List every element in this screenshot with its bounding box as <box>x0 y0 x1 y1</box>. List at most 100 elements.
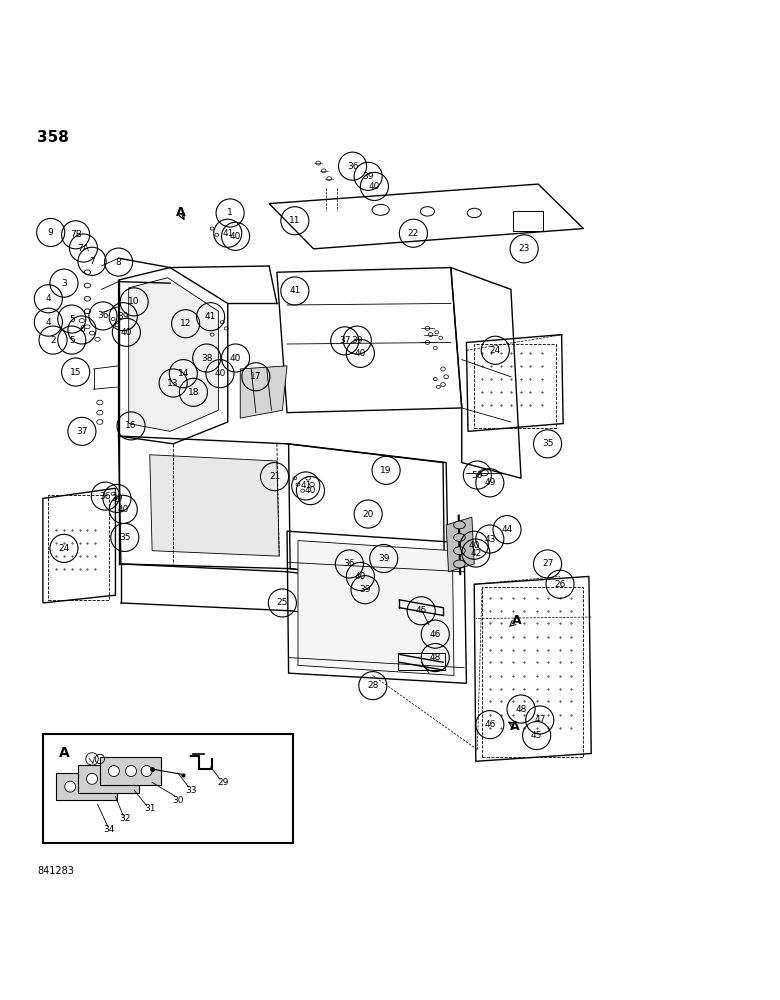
Text: A: A <box>176 206 186 219</box>
Text: 6: 6 <box>79 325 85 334</box>
Bar <box>513 211 543 231</box>
Text: A: A <box>510 720 519 733</box>
Polygon shape <box>129 278 218 431</box>
Text: 16: 16 <box>126 421 136 430</box>
Circle shape <box>82 781 93 792</box>
Text: 34: 34 <box>104 825 115 834</box>
Ellipse shape <box>453 534 465 541</box>
Text: 1: 1 <box>227 208 233 217</box>
Text: 39: 39 <box>118 312 129 321</box>
Text: 43: 43 <box>484 534 495 544</box>
Text: 7A: 7A <box>77 244 90 253</box>
Text: 41: 41 <box>205 312 216 321</box>
Bar <box>43 734 292 843</box>
Text: 41: 41 <box>300 481 311 490</box>
Polygon shape <box>298 541 454 676</box>
Text: 39: 39 <box>112 494 122 503</box>
Text: 8: 8 <box>115 258 122 267</box>
Text: 4: 4 <box>45 294 51 303</box>
Bar <box>398 653 445 670</box>
Text: 24: 24 <box>490 346 501 355</box>
Text: 40: 40 <box>469 541 480 550</box>
Text: 36: 36 <box>100 492 111 501</box>
Text: 40: 40 <box>118 505 129 514</box>
Text: 41: 41 <box>289 286 300 295</box>
Ellipse shape <box>453 547 465 555</box>
Polygon shape <box>150 455 279 556</box>
Polygon shape <box>240 366 287 418</box>
Bar <box>474 344 556 428</box>
Text: 23: 23 <box>519 244 530 253</box>
Text: 15: 15 <box>70 368 81 377</box>
Circle shape <box>87 773 98 784</box>
Bar <box>48 495 109 600</box>
Text: 35: 35 <box>542 439 553 448</box>
Circle shape <box>104 773 115 784</box>
Text: 39: 39 <box>352 336 363 345</box>
Text: 24: 24 <box>58 544 69 553</box>
Text: 5: 5 <box>69 315 75 324</box>
Text: 47: 47 <box>534 715 545 724</box>
Text: 358: 358 <box>37 130 69 145</box>
Text: 48: 48 <box>430 653 441 662</box>
Text: 48: 48 <box>516 705 526 714</box>
Text: 50: 50 <box>472 471 483 480</box>
Circle shape <box>141 766 152 777</box>
Text: 13: 13 <box>168 378 179 387</box>
Text: 45: 45 <box>416 606 427 615</box>
Text: 46: 46 <box>430 630 441 639</box>
Text: 46: 46 <box>484 720 495 729</box>
Text: 30: 30 <box>172 796 183 805</box>
Text: 14: 14 <box>178 369 189 378</box>
Text: 39: 39 <box>360 585 370 594</box>
Text: 2: 2 <box>50 336 56 345</box>
Circle shape <box>65 781 76 792</box>
Text: 9: 9 <box>48 228 54 237</box>
Text: 30A: 30A <box>62 762 78 771</box>
Text: 22: 22 <box>408 229 419 238</box>
Text: 32: 32 <box>119 814 130 823</box>
Text: 20: 20 <box>363 510 374 519</box>
Text: 37: 37 <box>76 427 87 436</box>
Text: 36: 36 <box>344 559 355 568</box>
Text: 7B: 7B <box>69 230 82 239</box>
Circle shape <box>126 766 136 777</box>
Text: 25: 25 <box>277 598 288 607</box>
Text: 31: 31 <box>144 804 155 813</box>
Text: 42: 42 <box>470 549 481 558</box>
Text: 40: 40 <box>121 328 132 337</box>
Text: 41: 41 <box>222 229 233 238</box>
Bar <box>100 757 161 785</box>
Text: 40: 40 <box>230 232 241 241</box>
Text: 35: 35 <box>119 533 130 542</box>
Bar <box>56 773 117 800</box>
Bar <box>78 765 139 792</box>
Text: 10: 10 <box>129 297 140 306</box>
Ellipse shape <box>453 560 465 568</box>
Bar <box>482 587 583 757</box>
Text: 841283: 841283 <box>37 866 74 876</box>
Text: 7: 7 <box>89 257 95 266</box>
Polygon shape <box>446 517 474 572</box>
Text: 21: 21 <box>269 472 280 481</box>
Circle shape <box>108 766 119 777</box>
Text: 36: 36 <box>347 162 358 171</box>
Text: 49: 49 <box>484 478 495 487</box>
Text: 44: 44 <box>502 525 512 534</box>
Text: 17: 17 <box>250 372 261 381</box>
Text: 36: 36 <box>98 311 108 320</box>
Text: 27: 27 <box>542 559 553 568</box>
Text: 40: 40 <box>230 354 241 363</box>
Circle shape <box>98 781 108 792</box>
Text: 39: 39 <box>378 554 389 563</box>
Text: 29: 29 <box>218 778 229 787</box>
Circle shape <box>119 773 130 784</box>
Text: A: A <box>58 746 69 760</box>
Text: 12: 12 <box>180 319 191 328</box>
Text: 30A: 30A <box>66 754 82 763</box>
Text: 18: 18 <box>188 388 199 397</box>
Text: 38: 38 <box>201 354 212 363</box>
Text: 19: 19 <box>381 466 392 475</box>
Text: 45: 45 <box>531 731 542 740</box>
Text: 28: 28 <box>367 681 378 690</box>
